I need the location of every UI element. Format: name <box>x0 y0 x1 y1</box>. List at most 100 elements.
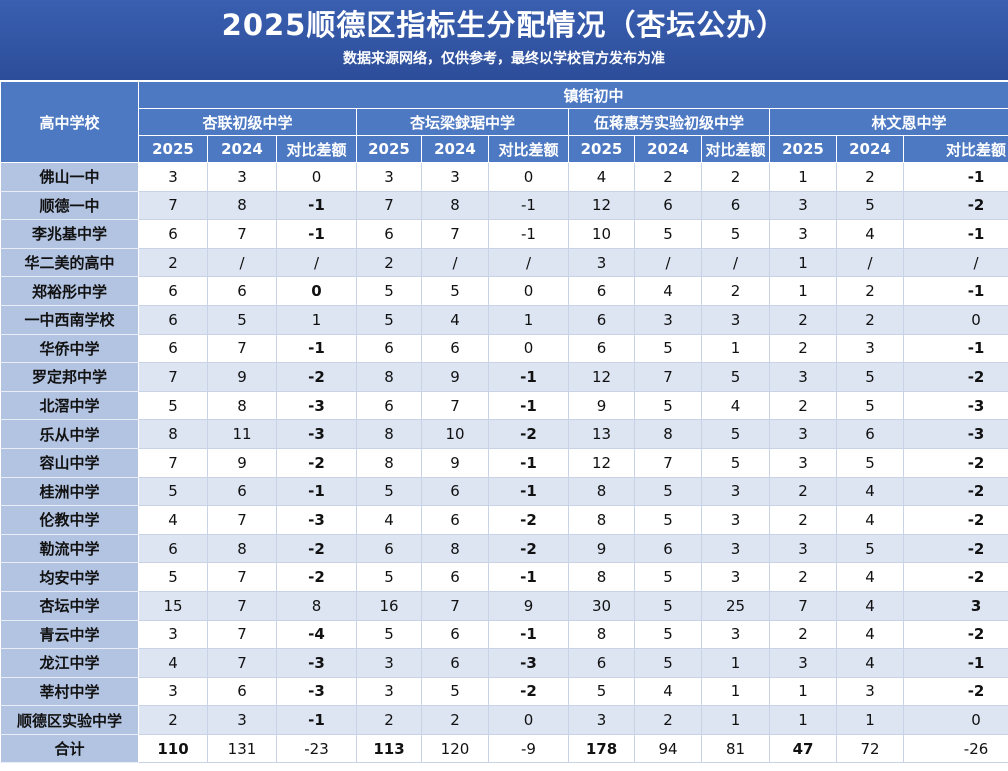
school-header-1: 杏坛梁銶琚中学 <box>356 108 569 136</box>
total-row: 合计 110 131 -23 113 120 -9 178 94 81 47 72 -26 <box>0 733 1008 764</box>
table-cell: 6 <box>138 533 208 564</box>
table-cell: 2 <box>138 247 208 278</box>
table-cell: -2 <box>902 676 1008 707</box>
table-cell: 5 <box>701 219 770 249</box>
table-cell: 2 <box>836 276 904 306</box>
table-cell: 6 <box>421 505 489 535</box>
table-cell: 1 <box>769 676 837 707</box>
table-cell: 4 <box>356 505 422 535</box>
table-cell: 0 <box>488 276 569 306</box>
table-cell: 5 <box>356 304 422 335</box>
table-cell: 3 <box>701 476 770 507</box>
table-cell: 1 <box>769 705 837 735</box>
page-subtitle: 数据来源网络，仅供参考，最终以学校官方发布为准 <box>343 51 665 67</box>
high-school-name: 莘村中学 <box>0 676 139 707</box>
table-cell: 9 <box>207 447 277 478</box>
table-cell: 7 <box>207 648 277 678</box>
table-cell: 12 <box>568 190 635 221</box>
table-cell: 5 <box>356 619 422 650</box>
table-cell: / <box>207 247 277 278</box>
high-school-name: 杏坛中学 <box>0 590 139 621</box>
page-title: 2025顺德区指标生分配情况（杏坛公办） <box>221 8 787 42</box>
table-cell: 4 <box>138 648 208 678</box>
high-school-name: 一中西南学校 <box>0 304 139 335</box>
high-school-name: 均安中学 <box>0 562 139 592</box>
table-cell: 6 <box>138 276 208 306</box>
table-cell: 3 <box>207 705 277 735</box>
table-cell: 6 <box>568 276 635 306</box>
table-cell: 3 <box>701 533 770 564</box>
table-cell: 3 <box>836 333 904 364</box>
table-row: 顺德一中 7 8 -1 7 8 -1 12 6 6 3 5 -2 <box>0 190 1008 221</box>
table-cell: 5 <box>138 390 208 421</box>
table-cell: 3 <box>769 362 837 392</box>
table-cell: 5 <box>634 333 702 364</box>
table-cell: 9 <box>421 362 489 392</box>
table-cell: 6 <box>568 304 635 335</box>
table-cell: -1 <box>902 219 1008 249</box>
table-cell: 6 <box>568 648 635 678</box>
high-school-name: 郑裕彤中学 <box>0 276 139 306</box>
table-cell: -3 <box>488 648 569 678</box>
total-label: 合计 <box>0 733 139 764</box>
table-cell: -1 <box>488 390 569 421</box>
table-cell: 3 <box>138 619 208 650</box>
total-cell: -26 <box>902 733 1008 764</box>
table-cell: 2 <box>769 390 837 421</box>
table-cell: 30 <box>568 590 635 621</box>
table-cell: 8 <box>421 190 489 221</box>
table-cell: 8 <box>634 419 702 449</box>
table-cell: -3 <box>276 419 357 449</box>
high-school-name: 勒流中学 <box>0 533 139 564</box>
high-school-name: 北滘中学 <box>0 390 139 421</box>
title-banner: 2025顺德区指标生分配情况（杏坛公办） 数据来源网络，仅供参考，最终以学校官方… <box>0 0 1008 80</box>
table-cell: 1 <box>769 247 837 278</box>
table-cell: 3 <box>836 676 904 707</box>
table-cell: 10 <box>568 219 635 249</box>
table-cell: 1 <box>701 333 770 364</box>
table-cell: 2 <box>769 562 837 592</box>
table-cell: 5 <box>634 390 702 421</box>
table-cell: 3 <box>701 562 770 592</box>
table-cell: 0 <box>488 705 569 735</box>
total-cell: 94 <box>634 733 702 764</box>
table-cell: 5 <box>421 676 489 707</box>
table-cell: 5 <box>634 219 702 249</box>
table-cell: 6 <box>207 476 277 507</box>
table-cell: 0 <box>276 276 357 306</box>
school-header-3: 林文恩中学 <box>768 108 1008 136</box>
table-cell: 6 <box>356 390 422 421</box>
table-cell: -1 <box>488 619 569 650</box>
table-cell: 2 <box>701 162 770 192</box>
table-cell: 4 <box>701 390 770 421</box>
table-cell: 5 <box>634 648 702 678</box>
total-cell: 113 <box>356 733 422 764</box>
table-cell: 6 <box>356 533 422 564</box>
table-row: 郑裕彤中学 6 6 0 5 5 0 6 4 2 1 2 -1 <box>0 276 1008 306</box>
table-cell: 9 <box>488 590 569 621</box>
table-cell: 7 <box>138 447 208 478</box>
table-cell: 3 <box>138 162 208 192</box>
table-cell: 2 <box>634 705 702 735</box>
total-cell: -23 <box>276 733 357 764</box>
table-cell: 2 <box>769 505 837 535</box>
table-cell: 9 <box>421 447 489 478</box>
table-cell: 5 <box>356 276 422 306</box>
total-cell: 110 <box>138 733 208 764</box>
table-cell: -3 <box>276 390 357 421</box>
table-cell: 5 <box>356 562 422 592</box>
high-school-name: 罗定邦中学 <box>0 362 139 392</box>
table-cell: 1 <box>276 304 357 335</box>
table-row: 华二美的高中 2//2//3//1// <box>0 247 1008 278</box>
table-cell: -2 <box>902 476 1008 507</box>
table-cell: 2 <box>421 705 489 735</box>
table-cell: 2 <box>356 705 422 735</box>
table-cell: 4 <box>836 505 904 535</box>
high-school-name: 佛山一中 <box>0 162 139 192</box>
table-cell: -1 <box>902 333 1008 364</box>
table-cell: 3 <box>207 162 277 192</box>
table-cell: 6 <box>634 533 702 564</box>
table-cell: / <box>701 247 770 278</box>
group-header: 镇街初中 <box>137 81 1008 109</box>
table-cell: 16 <box>356 590 422 621</box>
